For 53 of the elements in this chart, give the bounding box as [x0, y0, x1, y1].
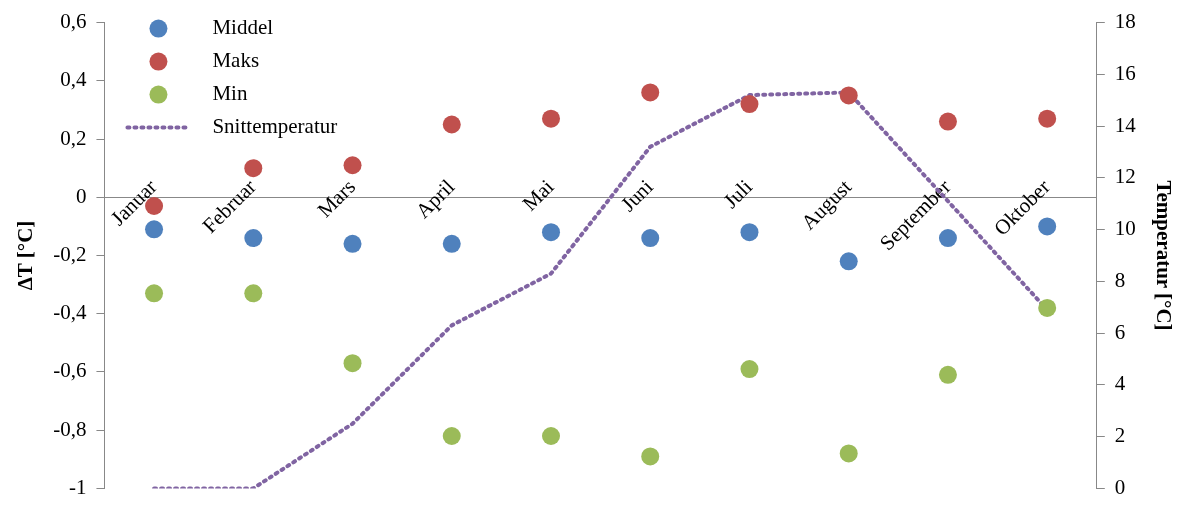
- y-tick-label: 0,2: [60, 125, 87, 150]
- y-axis-title: ΔT [°C]: [13, 220, 38, 291]
- y2-tick-label: 16: [1114, 60, 1136, 85]
- y-tick-label: -0,4: [53, 300, 87, 325]
- legend-label: Min: [212, 81, 248, 106]
- y2-tick-label: 6: [1114, 319, 1126, 344]
- y-tick-label: -0,8: [53, 416, 87, 441]
- x-tick-label: Mai: [517, 174, 559, 216]
- legend-label: Middel: [212, 15, 274, 40]
- y-tick-label: 0,4: [60, 67, 87, 92]
- point: [839, 444, 858, 463]
- y2-tick-label: 12: [1114, 164, 1136, 189]
- x-tick-label: Juli: [718, 174, 758, 214]
- point: [542, 109, 560, 128]
- y2-tick-label: 10: [1114, 216, 1136, 241]
- point: [740, 223, 759, 242]
- point: [343, 156, 362, 175]
- point: [641, 229, 660, 248]
- y2-tick-label: 18: [1114, 9, 1136, 34]
- point: [938, 112, 957, 131]
- y2-tick-label: 2: [1114, 423, 1126, 448]
- point: [641, 447, 660, 466]
- y-tick-label: -0,6: [53, 358, 87, 383]
- x-tick-label: Juni: [615, 174, 658, 217]
- legend-label: Maks: [212, 48, 260, 73]
- point: [938, 365, 957, 384]
- point: [145, 284, 164, 303]
- point: [641, 83, 660, 102]
- y-tick-label: -1: [68, 474, 87, 499]
- point: [542, 427, 560, 445]
- point: [1038, 298, 1057, 317]
- point: [839, 252, 858, 271]
- y2-tick-label: 0: [1114, 474, 1126, 499]
- point: [542, 223, 560, 242]
- legend-label: Snittemperatur: [212, 114, 338, 139]
- y-tick-label: 0: [75, 183, 87, 208]
- point: [442, 427, 461, 445]
- point: [343, 354, 362, 373]
- y2-tick-label: 8: [1114, 267, 1126, 292]
- y2-tick-label: 4: [1114, 371, 1126, 396]
- point: [244, 159, 263, 178]
- point: [343, 234, 362, 253]
- point: [740, 360, 759, 379]
- point: [442, 234, 461, 253]
- point: [740, 95, 759, 114]
- y-tick-label: 0,6: [60, 9, 87, 34]
- point: [244, 284, 263, 303]
- y2-tick-label: 14: [1114, 112, 1137, 137]
- y-tick-label: -0,2: [53, 242, 87, 267]
- y2-axis-title: Temperatur [°C]: [1151, 180, 1176, 331]
- point: [1038, 109, 1057, 128]
- point: [839, 86, 858, 105]
- point: [442, 115, 461, 134]
